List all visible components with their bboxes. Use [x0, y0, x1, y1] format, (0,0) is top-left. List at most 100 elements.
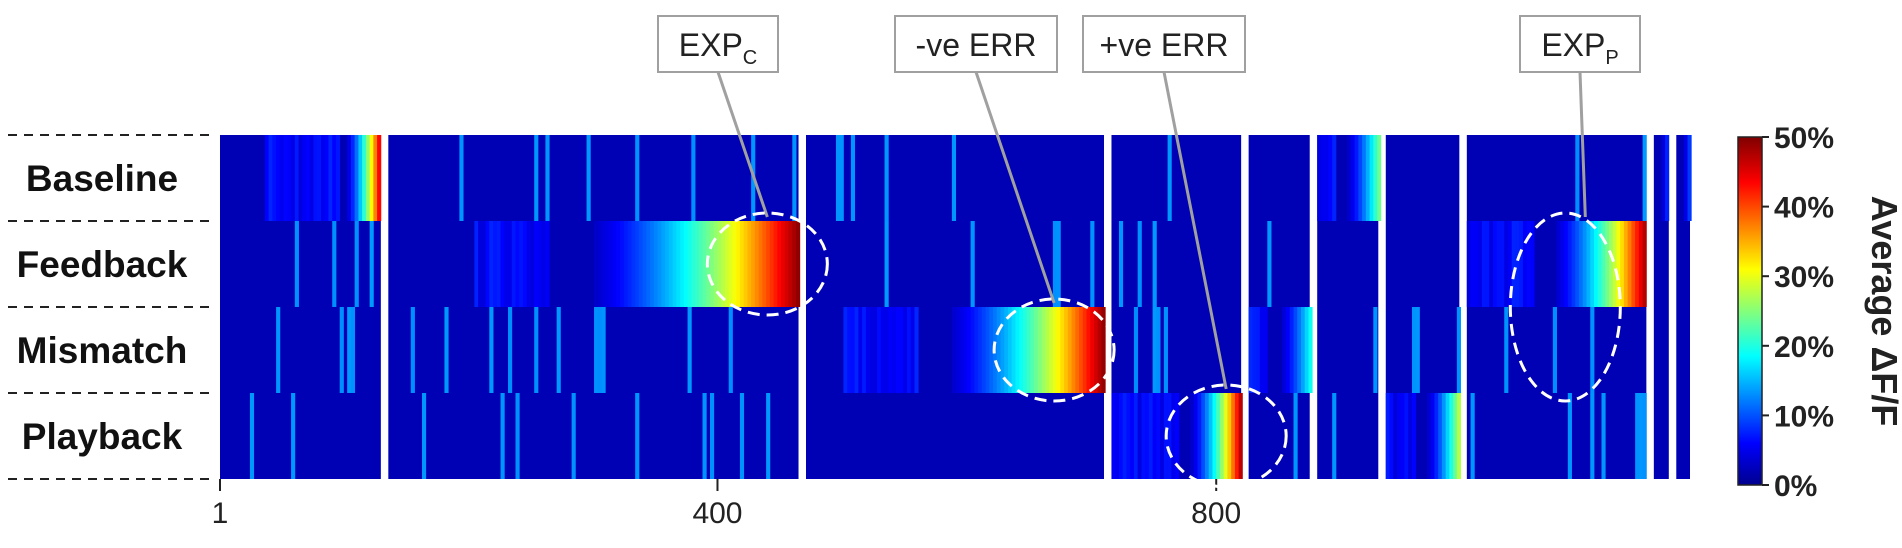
- heatmap-cell: [1094, 307, 1099, 393]
- heatmap-cell: [1122, 393, 1127, 479]
- heatmap-cell: [347, 135, 352, 221]
- heatmap-cell: [1582, 221, 1587, 307]
- heatmap-cell: [1687, 135, 1692, 221]
- heatmap-cell: [1118, 221, 1124, 307]
- heatmap-cell: [914, 307, 919, 393]
- heatmap-group-10: [1676, 135, 1692, 479]
- heatmap-cell: [862, 307, 867, 393]
- heatmap-cell: [609, 221, 614, 307]
- heatmap-cell: [1470, 393, 1475, 479]
- annotation-3: +ve ERR: [1082, 15, 1288, 489]
- colorbar-gradient: [1737, 136, 1763, 486]
- heatmap-cell: [335, 135, 341, 221]
- heatmap-cell: [1597, 221, 1602, 307]
- heatmap-cell: [534, 135, 539, 221]
- heatmap-cell: [1453, 393, 1458, 479]
- heatmap-cell: [1060, 307, 1065, 393]
- heatmap-cell: [773, 221, 778, 307]
- heatmap-cell: [713, 221, 718, 307]
- heatmap-cell: [895, 307, 900, 393]
- heatmap-cell: [1079, 307, 1084, 393]
- heatmap-cell: [1385, 135, 1460, 221]
- heatmap-group-8: [1466, 135, 1647, 479]
- heatmap-cell: [1560, 221, 1565, 307]
- heatmap-cell: [1052, 307, 1058, 393]
- heatmap-cell: [1365, 135, 1370, 221]
- heatmap-cell: [1489, 221, 1494, 307]
- heatmap-cell: [892, 307, 897, 393]
- heatmap-cell: [978, 307, 983, 393]
- heatmap-cell: [511, 221, 516, 307]
- heatmap-cell: [276, 135, 281, 221]
- heatmap-cell: [279, 135, 284, 221]
- heatmap-cell: [545, 135, 550, 221]
- heatmap-cell: [1526, 221, 1531, 307]
- annotation-label: EXPP: [1541, 27, 1618, 69]
- heatmap-cell: [1347, 135, 1352, 221]
- heatmap-cell: [601, 221, 606, 307]
- heatmap-cell: [1635, 393, 1640, 479]
- heatmap-cell: [1004, 307, 1009, 393]
- heatmap-cell: [1197, 393, 1202, 479]
- heatmap-cell: [1593, 221, 1599, 307]
- heatmap-cell: [661, 221, 666, 307]
- row-label-feedback: Feedback: [17, 244, 188, 285]
- heatmap-cell: [541, 221, 546, 307]
- heatmap-cell: [320, 135, 326, 221]
- heatmap-cell: [1101, 307, 1106, 393]
- heatmap-cell: [332, 221, 337, 307]
- heatmap-cell: [1248, 393, 1310, 479]
- heatmap-cell: [478, 221, 483, 307]
- heatmap-cell: [1638, 393, 1644, 479]
- heatmap-cell: [739, 393, 745, 479]
- annotations: EXPC -ve ERR +ve ERR EXPP: [657, 15, 1641, 489]
- heatmap-cell: [710, 393, 715, 479]
- heatmap-cell: [1115, 393, 1120, 479]
- heatmap-cell: [854, 307, 859, 393]
- heatmap-cell: [754, 221, 760, 307]
- heatmap-cell: [843, 307, 848, 393]
- heatmap-cell: [899, 307, 904, 393]
- heatmap-cell: [698, 221, 703, 307]
- heatmap-cell: [680, 221, 685, 307]
- heatmap-cell: [220, 307, 381, 393]
- heatmap-cell: [1373, 307, 1378, 393]
- heatmap-cell: [847, 307, 852, 393]
- heatmap-cell: [635, 221, 640, 307]
- heatmap-cell: [515, 393, 520, 479]
- heatmap-cell: [1590, 221, 1595, 307]
- heatmap-cell: [1227, 393, 1232, 479]
- heatmap-cell: [627, 221, 632, 307]
- heatmap-cell: [1358, 135, 1363, 221]
- colorbar-tick-label: 20%: [1774, 331, 1834, 364]
- heatmap-cell: [1369, 135, 1374, 221]
- heatmap-cell: [792, 221, 797, 307]
- heatmap-cell: [743, 221, 748, 307]
- heatmap-cell: [1130, 393, 1135, 479]
- heatmap-cell: [1156, 393, 1161, 479]
- heatmap-cell: [1328, 135, 1333, 221]
- heatmap-cell: [1317, 307, 1379, 393]
- heatmap-cell: [1373, 135, 1378, 221]
- heatmap-cell: [365, 135, 371, 221]
- heatmap-cell: [1393, 393, 1398, 479]
- heatmap-cell: [747, 221, 752, 307]
- heatmap-cell: [1137, 393, 1142, 479]
- heatmap-cell: [1011, 307, 1016, 393]
- heatmap-cell: [1223, 393, 1228, 479]
- heatmap-cell: [1504, 221, 1509, 307]
- heatmap-cell: [835, 135, 841, 221]
- heatmap-cell: [781, 221, 786, 307]
- heatmap-cell: [597, 307, 602, 393]
- heatmap-cell: [534, 307, 539, 393]
- heatmap-cell: [421, 393, 427, 479]
- heatmap-cell: [328, 135, 333, 221]
- annotation-ellipse: [1164, 383, 1288, 489]
- heatmap-cell: [500, 221, 505, 307]
- heatmap-cell: [966, 307, 971, 393]
- heatmap-cell: [1478, 221, 1483, 307]
- heatmap-cell: [481, 221, 486, 307]
- heatmap-cell: [1026, 307, 1031, 393]
- heatmap-cell: [792, 135, 797, 221]
- heatmap-cell: [294, 221, 299, 307]
